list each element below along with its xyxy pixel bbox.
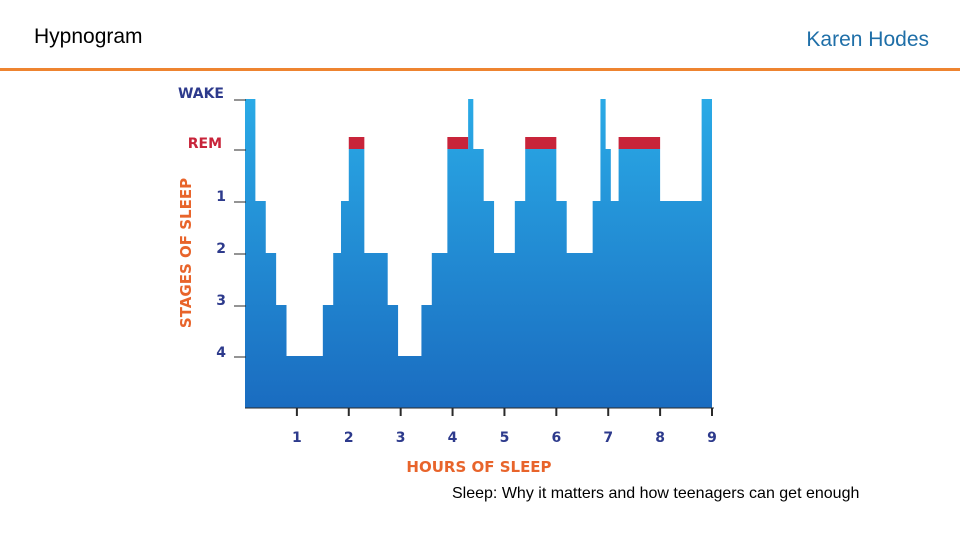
y-axis-label: STAGES OF SLEEP	[177, 178, 195, 328]
header-rule	[0, 68, 960, 71]
x-tick-label-4: 4	[448, 430, 458, 446]
x-tick-label-7: 7	[603, 430, 613, 446]
x-tick-label-5: 5	[500, 430, 510, 446]
y-stage-label-wake: WAKE	[178, 86, 224, 102]
y-stage-label-3: 3	[216, 293, 226, 309]
x-axis-label: HOURS OF SLEEP	[406, 458, 551, 476]
slide-caption: Sleep: Why it matters and how teenagers …	[452, 485, 860, 502]
y-stage-label-1: 1	[216, 189, 226, 205]
x-tick-label-1: 1	[292, 430, 302, 446]
rem-period-bar-1	[348, 137, 365, 149]
y-stage-label-2: 2	[216, 241, 226, 257]
x-tick-label-9: 9	[707, 430, 717, 446]
rem-period-bar-4	[618, 137, 661, 149]
slide-author: Karen Hodes	[806, 28, 929, 51]
x-tick-label-3: 3	[396, 430, 406, 446]
y-stage-label-4: 4	[216, 345, 226, 361]
x-tick-label-8: 8	[655, 430, 665, 446]
x-tick-label-6: 6	[551, 430, 561, 446]
rem-period-bar-3	[525, 137, 557, 149]
rem-period-bar-2	[447, 137, 469, 149]
sleep-stage-area	[245, 99, 712, 408]
x-tick-label-2: 2	[344, 430, 354, 446]
slide-title: Hypnogram	[34, 25, 143, 48]
y-stage-label-rem: REM	[188, 136, 222, 152]
